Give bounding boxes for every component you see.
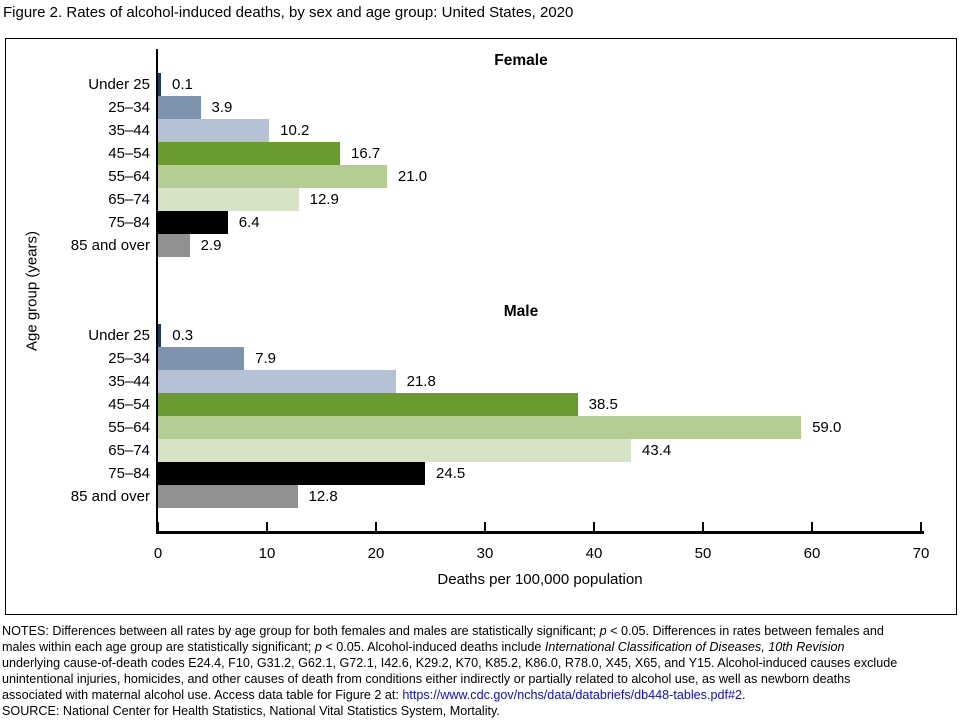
x-tick	[374, 522, 378, 531]
bar-female-2	[158, 96, 201, 119]
figure-title: Figure 2. Rates of alcohol-induced death…	[3, 4, 574, 21]
value-label: 43.4	[642, 442, 672, 459]
bar-male-5	[158, 416, 802, 439]
category-label: Under 25	[88, 327, 150, 344]
notes-text: < 0.05. Differences in rates between fem…	[606, 624, 884, 638]
notes: NOTES: Differences between all rates by …	[2, 623, 897, 719]
value-label: 3.9	[211, 99, 233, 116]
bar-male-3	[158, 370, 396, 393]
value-label: 24.5	[436, 465, 466, 482]
x-tick-label: 0	[153, 545, 163, 562]
bar-female-7	[158, 211, 228, 234]
bar-male-2	[158, 347, 245, 370]
value-label: 16.7	[351, 145, 381, 162]
x-tick-label: 50	[694, 545, 712, 562]
notes-line: associated with maternal alcohol use. Ac…	[2, 687, 897, 703]
notes-line: males within each age group are statisti…	[2, 639, 897, 655]
category-label: 25–34	[108, 99, 150, 116]
notes-text: .	[741, 688, 746, 702]
category-label: 35–44	[108, 122, 150, 139]
category-label: 55–64	[108, 419, 150, 436]
x-axis-line	[155, 531, 924, 534]
value-label: 12.9	[309, 191, 339, 208]
category-label: 65–74	[108, 442, 150, 459]
value-label: 10.2	[280, 122, 310, 139]
x-tick-label: 20	[367, 545, 385, 562]
category-label: 75–84	[108, 214, 150, 231]
group-label-female: Female	[494, 52, 548, 69]
bar-female-8	[158, 234, 190, 257]
value-label: 7.9	[255, 350, 276, 367]
value-label: 21.8	[406, 373, 436, 390]
x-tick	[265, 522, 269, 531]
x-tick-label: 10	[258, 545, 276, 562]
category-label: 85 and over	[70, 237, 150, 254]
notes-line: unintentional injuries, homicides, and o…	[2, 671, 897, 687]
notes-line: underlying cause-of-death codes E24.4, F…	[2, 655, 897, 671]
notes-text: p	[599, 624, 607, 638]
x-tick-label: 30	[476, 545, 494, 562]
data-table-link[interactable]: https://www.cdc.gov/nchs/data/databriefs…	[402, 688, 742, 702]
category-label: 85 and over	[70, 488, 150, 505]
notes-text: < 0.05. Alcohol-induced deaths include	[321, 640, 545, 654]
category-label: 45–54	[108, 396, 150, 413]
value-label: 59.0	[812, 419, 842, 436]
bar-male-4	[158, 393, 578, 416]
x-tick	[483, 522, 487, 531]
x-tick-label: 40	[585, 545, 603, 562]
bar-female-3	[158, 119, 270, 142]
x-tick	[919, 522, 923, 531]
value-label: 0.3	[172, 327, 194, 344]
category-label: 75–84	[108, 465, 150, 482]
notes-text: International Classification of Diseases…	[544, 640, 845, 654]
x-tick-label: 60	[803, 545, 821, 562]
x-axis-title: Deaths per 100,000 population	[437, 571, 643, 588]
category-label: 65–74	[108, 191, 150, 208]
category-label: 25–34	[108, 350, 150, 367]
bar-female-5	[158, 165, 387, 188]
bar-male-6	[158, 439, 632, 462]
group-label-male: Male	[503, 303, 539, 320]
category-label: 35–44	[108, 373, 150, 390]
notes-text: underlying cause-of-death codes E24.4, F…	[2, 656, 898, 670]
value-label: 0.1	[172, 76, 193, 93]
notes-line: NOTES: Differences between all rates by …	[2, 623, 897, 639]
x-tick	[810, 522, 814, 531]
value-label: 6.4	[238, 214, 260, 231]
notes-text: associated with maternal alcohol use. Ac…	[2, 688, 403, 702]
notes-text: SOURCE: National Center for Health Stati…	[2, 704, 500, 718]
bar-female-4	[158, 142, 341, 165]
value-label: 2.9	[200, 237, 222, 254]
bar-female-1	[158, 73, 161, 96]
notes-text: males within each age group are statisti…	[2, 640, 315, 654]
notes-text: unintentional injuries, homicides, and o…	[2, 672, 851, 686]
x-tick	[592, 522, 596, 531]
category-label: 55–64	[108, 168, 150, 185]
value-label: 21.0	[397, 168, 428, 185]
bar-female-6	[158, 188, 299, 211]
chart-frame: Age group (years) Female Under 25 0.1 25–34…	[5, 38, 957, 615]
notes-text: NOTES: Differences between all rates by …	[2, 624, 600, 638]
notes-text: p	[314, 640, 322, 654]
value-label: 38.5	[588, 396, 618, 413]
notes-line: SOURCE: National Center for Health Stati…	[2, 703, 897, 719]
bar-male-8	[158, 485, 298, 508]
bar-male-7	[158, 462, 426, 485]
x-tick	[156, 522, 160, 531]
y-axis-line	[155, 49, 159, 534]
bar-male-1	[158, 324, 162, 347]
x-tick-label: 70	[912, 545, 930, 562]
category-label: 45–54	[108, 145, 150, 162]
category-label: Under 25	[88, 76, 150, 93]
value-label: 12.8	[308, 488, 338, 505]
x-tick	[701, 522, 705, 531]
